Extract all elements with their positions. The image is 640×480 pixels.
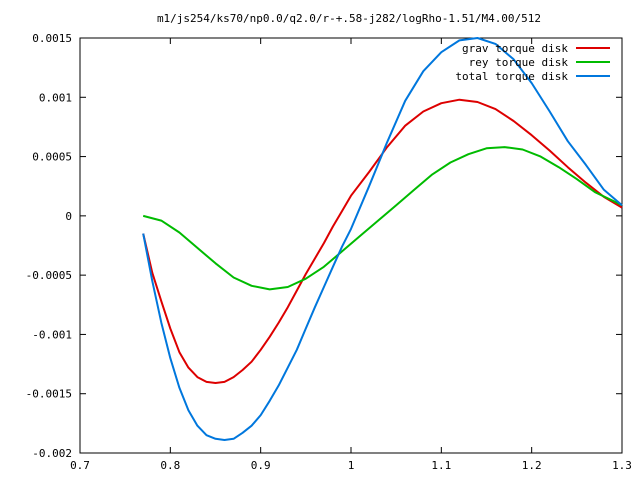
- x-tick-label: 0.9: [251, 459, 271, 472]
- plot-frame: [79, 37, 623, 454]
- x-tick-label: 1: [348, 459, 355, 472]
- x-tick-label: 1.1: [431, 459, 451, 472]
- series-layer: [142, 37, 623, 441]
- x-axis: 0.7 0.8 0.9 1 1.1 1.2 1.3: [70, 38, 632, 472]
- legend-label: rey torque disk: [469, 56, 569, 69]
- series-line-1: [142, 146, 623, 291]
- legend-label: total torque disk: [455, 70, 568, 83]
- y-axis: 0.0015 0.001 0.0005 0 -0.0005 -0.001 -0.0015 -0…: [26, 32, 622, 460]
- y-tick-label: -0.001: [32, 328, 72, 341]
- y-tick-label: 0.0005: [32, 151, 72, 164]
- y-tick-label: -0.002: [32, 447, 72, 460]
- x-tick-label: 1.3: [612, 459, 632, 472]
- y-tick-label: -0.0005: [26, 269, 72, 282]
- x-tick-label: 0.8: [160, 459, 180, 472]
- y-tick-label: -0.0015: [26, 388, 72, 401]
- series-line-0: [142, 98, 623, 384]
- y-tick-label: 0.0015: [32, 32, 72, 45]
- x-tick-label: 1.2: [522, 459, 542, 472]
- y-tick-label: 0: [65, 210, 72, 223]
- y-tick-label: 0.001: [39, 91, 72, 104]
- chart-title: m1/js254/ks70/np0.0/q2.0/r-+.58-j282/log…: [157, 12, 541, 25]
- legend-label: grav torque disk: [462, 42, 568, 55]
- x-tick-label: 0.7: [70, 459, 90, 472]
- series-line-2: [142, 37, 623, 441]
